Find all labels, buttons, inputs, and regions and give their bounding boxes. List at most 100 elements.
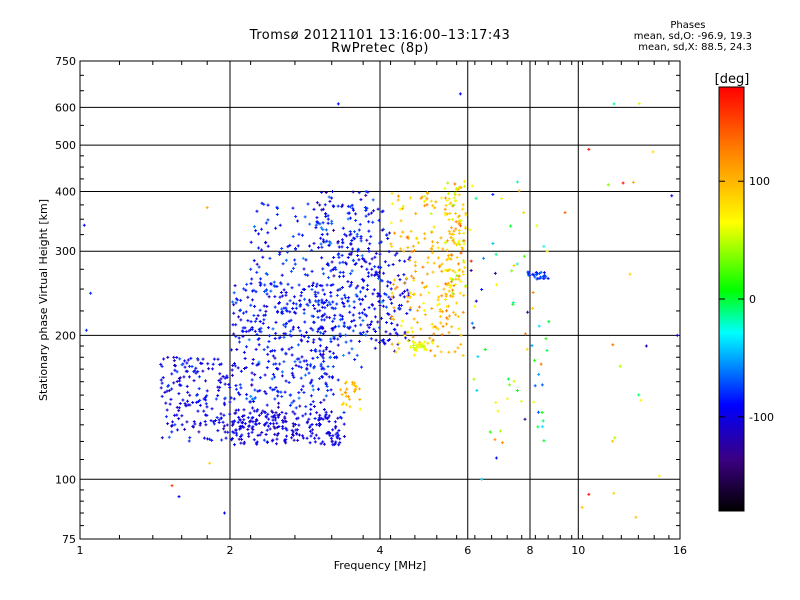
data-point xyxy=(340,253,344,257)
data-point xyxy=(299,338,303,342)
data-point xyxy=(180,423,184,427)
data-point xyxy=(531,306,535,310)
data-point xyxy=(423,346,427,350)
data-point xyxy=(439,350,443,354)
data-point xyxy=(230,368,234,372)
data-point xyxy=(308,412,312,416)
data-point xyxy=(273,413,277,417)
data-point xyxy=(458,231,462,235)
data-point xyxy=(356,284,360,288)
data-point xyxy=(335,302,339,306)
data-point xyxy=(351,313,355,317)
data-point xyxy=(410,274,414,278)
data-point xyxy=(472,326,476,330)
data-point xyxy=(389,221,393,225)
data-point xyxy=(304,412,308,416)
data-point xyxy=(436,327,440,331)
data-point xyxy=(232,332,236,336)
data-point xyxy=(457,214,461,218)
data-point xyxy=(358,398,362,402)
data-point xyxy=(307,298,311,302)
data-point xyxy=(216,429,220,433)
data-point xyxy=(364,193,368,197)
data-point xyxy=(284,351,288,355)
data-point xyxy=(440,310,444,314)
data-point xyxy=(458,242,462,246)
data-point xyxy=(342,321,346,325)
data-point xyxy=(361,286,365,290)
data-point xyxy=(309,407,313,411)
data-point xyxy=(261,255,265,259)
data-point xyxy=(330,222,334,226)
data-point xyxy=(251,420,255,424)
data-point xyxy=(353,381,357,385)
data-point xyxy=(374,272,378,276)
data-point xyxy=(283,416,287,420)
data-point xyxy=(449,226,453,230)
data-point xyxy=(185,369,189,373)
data-point xyxy=(214,419,218,423)
data-point xyxy=(360,311,364,315)
data-point xyxy=(396,194,400,198)
data-point xyxy=(280,394,284,398)
data-point xyxy=(423,340,427,344)
data-point xyxy=(330,410,334,414)
data-point xyxy=(359,236,363,240)
data-point xyxy=(435,303,439,307)
data-point xyxy=(338,334,342,338)
data-point xyxy=(219,380,223,384)
data-point xyxy=(439,321,443,325)
data-point xyxy=(298,299,302,303)
data-point xyxy=(346,217,350,221)
data-point xyxy=(365,287,369,291)
data-point xyxy=(255,332,259,336)
data-point xyxy=(219,416,223,420)
data-point xyxy=(452,229,456,233)
data-point xyxy=(241,334,245,338)
data-point xyxy=(366,190,370,194)
data-point xyxy=(510,269,514,273)
data-point xyxy=(341,241,345,245)
data-point xyxy=(249,282,253,286)
data-point xyxy=(437,295,441,299)
data-point xyxy=(327,195,331,199)
data-point xyxy=(305,436,309,440)
data-point xyxy=(239,298,243,302)
data-point xyxy=(217,378,221,382)
data-point xyxy=(445,322,449,326)
data-point xyxy=(360,297,364,301)
data-point xyxy=(231,364,235,367)
data-point xyxy=(469,259,473,263)
data-point xyxy=(266,231,270,235)
data-point xyxy=(252,259,256,263)
data-point xyxy=(311,284,315,288)
data-point xyxy=(317,303,321,307)
data-point xyxy=(172,381,176,385)
data-point xyxy=(369,337,373,341)
data-point xyxy=(455,274,459,278)
data-point xyxy=(236,420,240,424)
data-point xyxy=(160,364,164,368)
data-point xyxy=(379,240,383,244)
data-point xyxy=(519,399,523,403)
data-point xyxy=(258,329,262,333)
data-point xyxy=(348,205,352,209)
data-point xyxy=(410,326,414,330)
y-tick-label: 75 xyxy=(62,533,76,546)
data-point xyxy=(296,438,300,442)
data-point xyxy=(363,294,367,298)
data-point xyxy=(423,204,427,208)
data-point xyxy=(454,313,458,317)
data-point xyxy=(319,400,323,404)
data-point xyxy=(318,344,322,348)
data-point xyxy=(455,243,459,247)
data-point xyxy=(321,440,325,444)
data-point xyxy=(248,411,252,415)
data-point xyxy=(241,326,245,330)
data-point xyxy=(173,368,177,372)
data-point xyxy=(387,312,391,316)
data-point xyxy=(536,410,540,414)
data-point xyxy=(426,261,430,265)
data-point xyxy=(245,397,249,401)
data-point xyxy=(358,316,362,320)
